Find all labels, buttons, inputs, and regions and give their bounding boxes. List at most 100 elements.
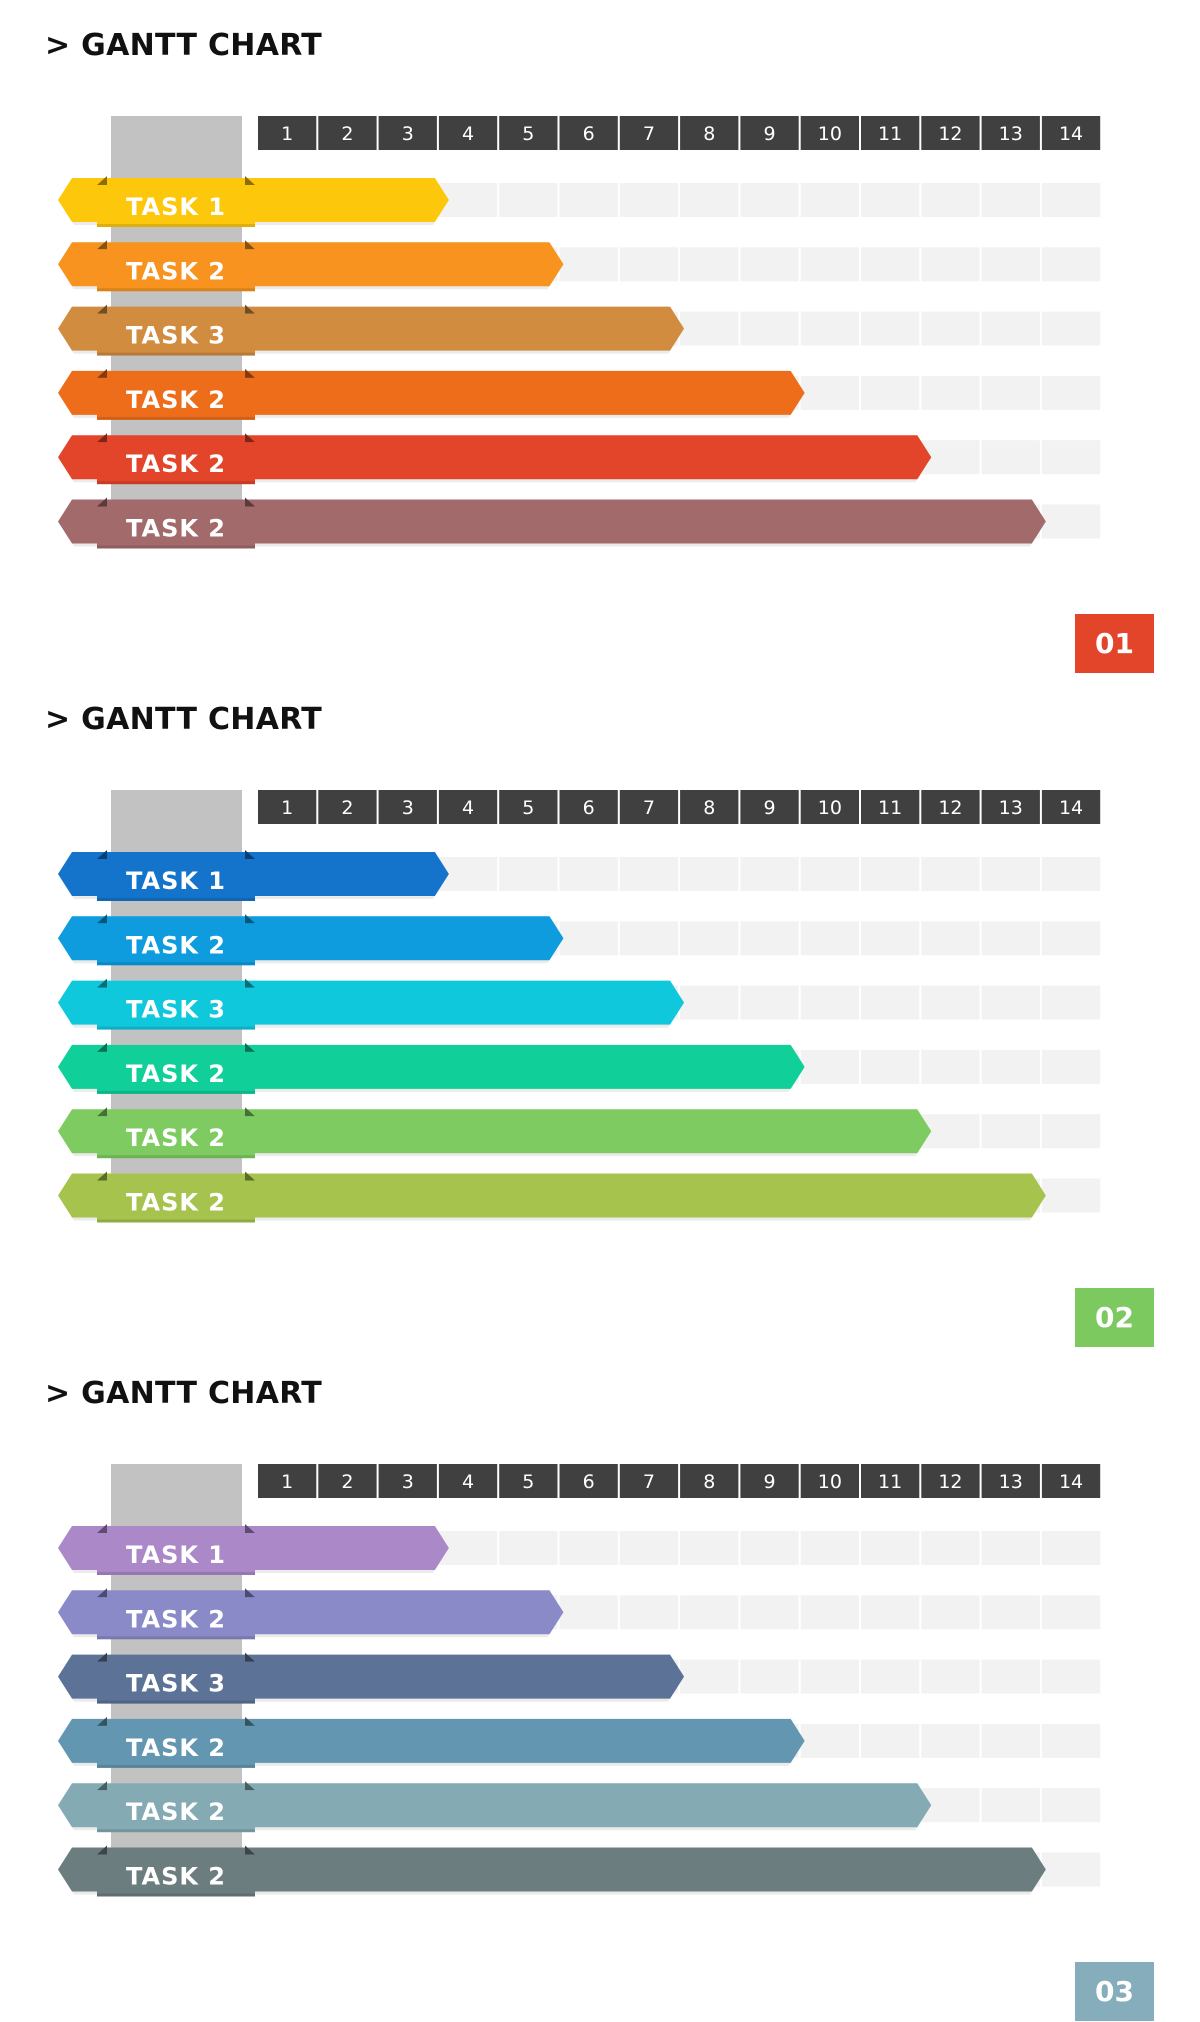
task-label-shadow: [97, 1893, 255, 1897]
ribbon-fold: [245, 978, 255, 988]
task-label-box: [97, 923, 255, 966]
day-header-label: 6: [583, 123, 595, 145]
grid-cell: [740, 985, 799, 1020]
day-header-cell: [1041, 790, 1101, 824]
task-label-box: [97, 1790, 255, 1833]
task-label: TASK 2: [126, 450, 226, 478]
ribbon-fold: [97, 497, 107, 507]
ribbon-fold: [245, 304, 255, 314]
ribbon-fold: [97, 1652, 107, 1662]
task-label-shadow: [97, 481, 255, 485]
grid-cell: [680, 857, 739, 891]
grid-cell: [1041, 1659, 1101, 1694]
day-header-cell: [258, 790, 317, 824]
task-label-shadow: [97, 416, 255, 420]
ribbon-fold: [245, 1107, 255, 1117]
task-bar-shadow: [72, 479, 918, 483]
grid-cell: [861, 985, 920, 1020]
grid-cell: [1041, 1114, 1101, 1149]
day-header-label: 14: [1059, 797, 1083, 819]
grid-cell: [1041, 1595, 1101, 1630]
day-header-label: 1: [281, 123, 293, 145]
chart-number-badge: 03: [1075, 1962, 1154, 2021]
day-header-cell: [438, 116, 498, 150]
day-header-cell: [981, 790, 1040, 824]
grid-cell: [861, 857, 920, 891]
grid-cell: [559, 247, 618, 282]
task-label-shadow: [97, 1155, 255, 1159]
task-label: TASK 2: [126, 1734, 226, 1762]
task-label-box: [97, 1180, 255, 1223]
day-header-cell: [499, 116, 558, 150]
grid-cell: [800, 1595, 859, 1630]
grid-cell: [861, 1723, 920, 1758]
grid-cell: [861, 1659, 920, 1694]
grid-cell: [921, 1659, 980, 1694]
grid-cell: [680, 1595, 739, 1630]
grid-cell: [981, 183, 1040, 217]
day-header-cell: [861, 790, 920, 824]
day-header-label: 12: [938, 1471, 962, 1493]
day-header-cell: [740, 116, 799, 150]
ribbon-fold: [97, 1107, 107, 1117]
day-header-label: 2: [341, 797, 353, 819]
grid-cell: [619, 857, 679, 891]
ribbon-fold: [97, 368, 107, 378]
task-label-shadow: [97, 1764, 255, 1768]
ribbon-fold: [245, 1524, 255, 1533]
task-label-shadow: [97, 1700, 255, 1704]
grid-cell: [981, 857, 1040, 891]
grid-cell: [680, 985, 739, 1020]
grid-cell: [981, 985, 1040, 1020]
day-header-cell: [438, 1464, 498, 1498]
grid-cell: [800, 311, 859, 346]
task-label-box: [97, 1725, 255, 1768]
task-label-shadow: [97, 898, 255, 901]
grid-cell: [559, 921, 618, 956]
task-label-box: [97, 442, 255, 485]
ribbon-fold: [97, 1845, 107, 1855]
grid-cell: [921, 375, 980, 410]
task-label-box: [97, 506, 255, 549]
grid-cell: [921, 921, 980, 956]
day-header-cell: [680, 1464, 739, 1498]
task-label: TASK 1: [126, 1541, 226, 1569]
task-label-shadow: [97, 1636, 255, 1640]
task-bar-shadow: [72, 543, 1032, 547]
day-header-cell: [921, 1464, 980, 1498]
day-header-label: 8: [703, 797, 715, 819]
task-label-box: [97, 1854, 255, 1897]
ribbon-fold: [97, 433, 107, 443]
day-header-cell: [861, 116, 920, 150]
ribbon-fold: [245, 1845, 255, 1855]
grid-cell: [499, 183, 558, 217]
day-header-label: 9: [764, 797, 776, 819]
grid-cell: [861, 311, 920, 346]
grid-cell: [800, 1659, 859, 1694]
grid-cell: [921, 1531, 980, 1565]
task-label-box: [97, 1116, 255, 1159]
day-header-label: 3: [402, 1471, 414, 1493]
task-label: TASK 2: [126, 931, 226, 959]
day-header-cell: [921, 790, 980, 824]
ribbon-fold: [245, 1042, 255, 1052]
grid-cell: [981, 1531, 1040, 1565]
task-bar-shadow: [72, 1891, 1032, 1895]
task-label-box: [97, 249, 255, 292]
day-header-cell: [740, 790, 799, 824]
day-header-label: 4: [462, 123, 474, 145]
day-header-cell: [1041, 1464, 1101, 1498]
grid-cell: [619, 183, 679, 217]
grid-cell: [921, 247, 980, 282]
task-label-shadow: [97, 962, 255, 966]
day-header-cell: [378, 790, 437, 824]
task-label-box: [97, 377, 255, 420]
day-header-label: 10: [818, 797, 842, 819]
grid-cell: [921, 857, 980, 891]
ribbon-fold: [245, 850, 255, 859]
grid-cell: [800, 921, 859, 956]
task-label: TASK 2: [126, 386, 226, 414]
grid-cell: [921, 311, 980, 346]
day-header-cell: [981, 116, 1040, 150]
